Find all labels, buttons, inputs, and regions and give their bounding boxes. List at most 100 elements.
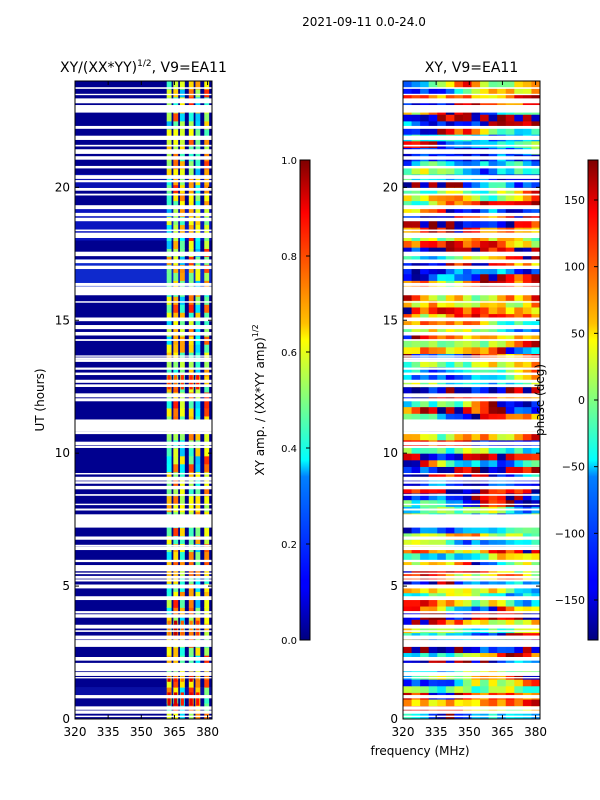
panel1-cell [166, 320, 172, 329]
panel2-cell [411, 526, 421, 534]
panel2-cell [488, 213, 498, 222]
panel2-cell [420, 486, 430, 494]
panel2-cell [454, 267, 464, 275]
panel1-cell [173, 567, 179, 576]
panel2-cell [437, 459, 447, 467]
panel1-cell [188, 431, 194, 441]
panel2-cell [531, 652, 540, 660]
panel2-cell [497, 413, 507, 421]
panel2-cell [531, 380, 540, 388]
panel2-cell [445, 247, 455, 255]
panel2-cell [471, 466, 481, 474]
panel1-cell [204, 120, 210, 130]
panel2-cell [488, 306, 498, 315]
panel2-cell [497, 100, 507, 109]
panel1-hotspot [189, 692, 193, 706]
panel1-cell [166, 591, 172, 600]
panel1-gap [75, 135, 212, 140]
panel2-gap [403, 715, 540, 718]
panel2-cell [471, 340, 481, 348]
panel1-cell [179, 81, 185, 90]
panel1-cell [195, 463, 201, 473]
panel1-hotspot [173, 676, 178, 682]
panel2-cell [488, 599, 498, 607]
panel2-cell [445, 579, 455, 587]
panel2-cell [462, 114, 472, 122]
panel1-cell [204, 471, 210, 481]
panel1-gap [75, 339, 212, 341]
panel2-cell [531, 247, 540, 255]
panel2-cell [420, 100, 430, 109]
panel2-cell [522, 260, 532, 268]
panel2-cell [514, 333, 524, 341]
panel2-cell [411, 453, 421, 461]
panel2-cell [480, 645, 490, 654]
panel2-cell [420, 652, 430, 660]
panel1-cell [195, 360, 201, 369]
panel1-cell [188, 168, 194, 178]
panel1-cell [188, 503, 194, 513]
panel2-cell [531, 267, 540, 275]
panel2-gap [403, 584, 540, 589]
panel2-cell [454, 273, 464, 281]
panel2-cell [497, 606, 507, 614]
panel1-cell [173, 144, 179, 154]
panel2-cell [462, 293, 472, 301]
panel1-cell [195, 479, 201, 489]
panel1-x-tick-label: 320 [64, 725, 87, 739]
panel1-cell [195, 503, 201, 513]
panel2-cell [462, 100, 472, 109]
panel2-cell [462, 340, 472, 348]
panel2-cell [462, 459, 472, 467]
panel1-cell [195, 128, 201, 138]
panel2-cell [480, 346, 490, 354]
panel2-cell [505, 579, 515, 587]
panel2-cell [514, 300, 524, 308]
panel2-cell [505, 586, 515, 594]
panel1-gap [75, 282, 212, 286]
panel2-cell [403, 293, 413, 301]
panel2-cell [522, 625, 532, 634]
panel1-cell [195, 431, 201, 441]
panel1-gap [75, 398, 212, 402]
panel1-gap [75, 106, 212, 109]
panel2-gap [403, 596, 540, 601]
panel2-cell [411, 625, 421, 634]
panel2-cell [411, 180, 421, 188]
panel2-cell [514, 267, 524, 275]
panel2-cell [428, 366, 438, 374]
panel1-cell [204, 240, 210, 249]
panel2-cell [488, 685, 498, 693]
panel2-cell [488, 260, 498, 268]
panel1-cell [173, 591, 179, 600]
panel1-cell [173, 224, 179, 234]
panel2-cell [454, 486, 464, 494]
panel2-cell [403, 200, 413, 208]
panel2-cell [403, 240, 413, 248]
panel1-cell [188, 407, 194, 417]
panel2-gap [403, 677, 540, 679]
panel1-gap [75, 367, 212, 370]
panel2-cell [522, 406, 532, 414]
panel2-cell [522, 659, 532, 667]
panel1-cell [179, 128, 185, 138]
panel2-cell [445, 386, 455, 394]
panel2-cell [531, 672, 540, 680]
panel2-cell [403, 253, 413, 261]
panel2-cell [411, 413, 421, 421]
panel2-cell [505, 293, 515, 301]
panel2-cell [420, 180, 430, 188]
panel2-cell [437, 606, 447, 614]
panel2-cell [514, 346, 524, 354]
panel2-cell [514, 167, 524, 175]
panel1-cell [173, 559, 179, 568]
panel2-cell [497, 120, 507, 129]
panel2-cell [514, 220, 524, 228]
panel1-cell [195, 551, 201, 560]
panel2-cell [505, 599, 515, 607]
panel1-cell [204, 144, 210, 154]
panel2-cell [497, 366, 507, 374]
panel2-cell [445, 114, 455, 122]
panel2-cell [488, 532, 498, 541]
panel1-cell [188, 679, 194, 688]
